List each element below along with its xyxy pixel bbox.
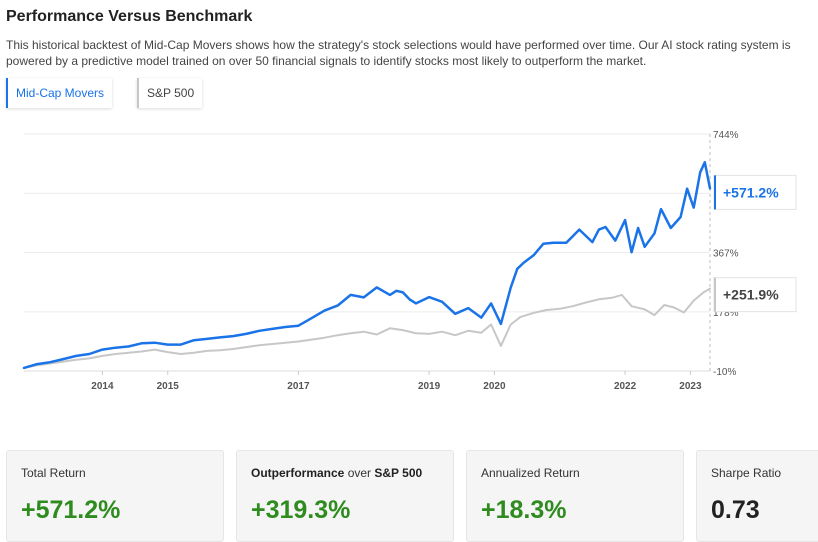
stat-label-mid: over — [344, 466, 375, 480]
stat-value: +319.3% — [251, 496, 351, 524]
y-tick-label: 367% — [713, 249, 739, 260]
x-tick-label: 2022 — [614, 381, 637, 392]
stat-card-outperformance: Outperformance over S&P 500 +319.3% — [236, 450, 454, 542]
x-tick-label: 2017 — [287, 381, 310, 392]
stat-card-annualized-return: Annualized Return +18.3% — [466, 450, 684, 542]
stat-label: Sharpe Ratio — [711, 466, 782, 480]
stat-card-sharpe-ratio: Sharpe Ratio 0.73 — [696, 450, 818, 542]
chart-description: This historical backtest of Mid-Cap Move… — [6, 38, 791, 68]
x-tick-label: 2014 — [91, 381, 114, 392]
legend-label: Mid-Cap Movers — [16, 86, 105, 100]
series-line-mid-cap-movers — [22, 161, 712, 370]
end-label-marker — [714, 175, 716, 210]
legend-item-sp500[interactable]: S&P 500 — [137, 78, 203, 108]
end-label-text: +251.9% — [723, 287, 779, 303]
x-tick-label: 2019 — [418, 381, 441, 392]
end-label-text: +571.2% — [723, 184, 779, 200]
chart-grid — [24, 133, 711, 372]
x-tick-label: 2020 — [483, 381, 506, 392]
series-line-sp500 — [23, 287, 711, 369]
stat-label: Total Return — [21, 466, 86, 480]
x-tick-label: 2015 — [157, 381, 180, 392]
y-tick-label: 178% — [713, 308, 739, 319]
stat-label-bold2: S&P 500 — [374, 466, 423, 480]
stat-label: Annualized Return — [481, 466, 580, 480]
stat-label-bold: Outperformance — [251, 466, 345, 480]
x-tick-label: 2023 — [679, 381, 702, 392]
stat-label: Outperformance over S&P 500 — [251, 466, 422, 480]
y-tick-label: 744% — [713, 130, 739, 141]
y-tick-label: -10% — [713, 367, 736, 378]
x-axis: 2014 2015 2017 2019 2020 2022 2023 — [91, 371, 702, 392]
stat-card-total-return: Total Return +571.2% — [6, 450, 224, 542]
performance-chart: 2014 2015 2017 2019 2020 2022 2023 744% 367% 178… — [22, 130, 797, 392]
end-labels: +571.2% +251.9% — [713, 174, 797, 313]
legend-label: S&P 500 — [147, 86, 195, 100]
y-axis: 744% 367% 178% -10% — [713, 130, 739, 378]
stat-value: 0.73 — [711, 496, 760, 524]
stat-value: +18.3% — [481, 496, 567, 524]
page-title: Performance Versus Benchmark — [6, 8, 253, 25]
legend-item-mid-cap-movers[interactable]: Mid-Cap Movers — [6, 78, 113, 108]
stat-value: +571.2% — [21, 496, 121, 524]
chart-series — [22, 161, 712, 370]
end-label-marker — [714, 277, 716, 312]
